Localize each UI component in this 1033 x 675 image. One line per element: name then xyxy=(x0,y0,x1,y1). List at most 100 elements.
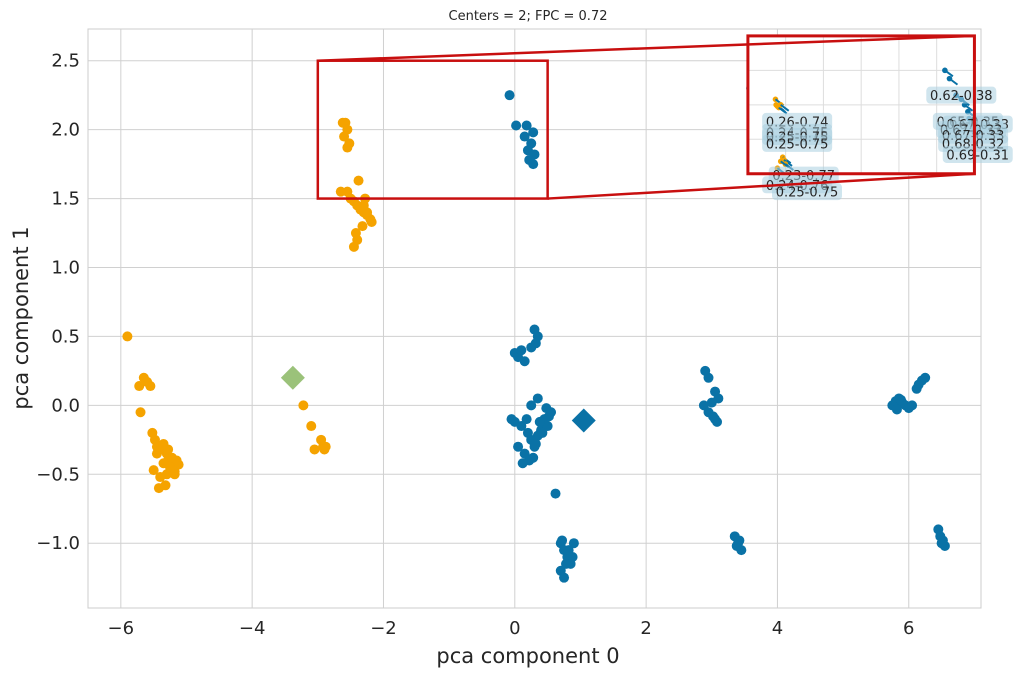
y-tick-label: −0.5 xyxy=(36,464,80,485)
annotation-arrow xyxy=(783,159,793,167)
data-point xyxy=(306,421,317,432)
x-tick-label: −2 xyxy=(370,618,397,639)
data-point xyxy=(357,221,368,232)
data-point xyxy=(145,381,156,392)
annotation-box xyxy=(771,183,842,201)
data-point xyxy=(568,538,579,549)
data-point xyxy=(511,120,522,131)
data-point xyxy=(706,397,717,408)
zoom-inset-box xyxy=(746,34,976,176)
cluster-center-marker xyxy=(280,365,305,390)
data-point xyxy=(352,234,363,245)
data-point xyxy=(298,400,309,411)
annotation-box xyxy=(926,86,997,104)
cluster-centers xyxy=(280,365,596,433)
y-axis-label: pca component 1 xyxy=(9,226,33,409)
data-point xyxy=(516,421,527,432)
data-point xyxy=(320,441,331,452)
data-point xyxy=(169,469,180,480)
x-tick-label: 0 xyxy=(509,618,520,639)
data-point xyxy=(532,393,543,404)
data-point xyxy=(339,131,350,142)
data-point xyxy=(122,331,133,342)
x-tick-label: 4 xyxy=(772,618,783,639)
data-point xyxy=(160,480,171,491)
data-point xyxy=(557,535,568,546)
data-point xyxy=(519,356,530,367)
annotation-label: 0.25-0.75 xyxy=(766,137,829,152)
data-point xyxy=(342,142,353,153)
zoom-source-box xyxy=(316,59,549,200)
x-tick-label: 2 xyxy=(640,618,651,639)
annotation-arrow xyxy=(944,69,954,78)
data-point xyxy=(309,444,320,455)
x-tick-labels: −6 −4 −2 0 2 4 6 xyxy=(108,618,915,639)
data-point xyxy=(542,421,553,432)
data-point xyxy=(534,416,545,427)
annotation-box xyxy=(942,145,1013,163)
data-point xyxy=(550,488,561,499)
annotation-label: 0.69-0.31 xyxy=(946,148,1009,163)
annotation-label: 0.62-0.38 xyxy=(930,89,993,104)
data-point xyxy=(151,448,162,459)
data-point xyxy=(528,127,539,138)
data-point xyxy=(530,438,541,449)
zoom-indicator xyxy=(316,34,976,200)
data-point xyxy=(567,551,578,562)
data-point xyxy=(920,372,931,383)
annotation-arrow xyxy=(780,104,790,112)
data-point xyxy=(545,407,556,418)
data-point xyxy=(173,459,184,470)
zoom-connector-line xyxy=(547,172,975,200)
data-point xyxy=(504,90,515,101)
data-point xyxy=(907,400,918,411)
y-tick-label: 1.0 xyxy=(51,257,80,278)
data-point xyxy=(703,372,714,383)
data-point xyxy=(710,414,721,425)
data-point xyxy=(362,207,373,218)
data-point xyxy=(519,131,530,142)
annotation-arrow xyxy=(963,104,974,112)
data-point xyxy=(516,345,527,356)
data-point xyxy=(734,535,745,546)
data-point xyxy=(895,394,906,405)
data-point xyxy=(526,342,537,353)
data-point xyxy=(148,465,159,476)
y-tick-label: 2.0 xyxy=(51,120,80,141)
zoom-connector-line xyxy=(317,34,975,62)
annotation-label: 0.25-0.75 xyxy=(776,186,839,201)
y-tick-label: 0.0 xyxy=(51,395,80,416)
y-tick-label: 0.5 xyxy=(51,326,80,347)
cluster-center-marker xyxy=(571,408,596,433)
data-point xyxy=(528,159,539,170)
data-point xyxy=(526,400,537,411)
data-point xyxy=(521,414,532,425)
annotation-arrow xyxy=(780,160,790,169)
data-point xyxy=(513,441,524,452)
x-axis-label: pca component 0 xyxy=(436,644,619,668)
y-tick-label: 2.5 xyxy=(51,51,80,72)
data-point xyxy=(163,444,174,455)
data-point xyxy=(939,540,950,551)
data-point xyxy=(521,120,532,131)
data-point xyxy=(158,458,169,469)
data-point xyxy=(911,383,922,394)
annotation-box xyxy=(762,134,833,152)
annotation-arrow xyxy=(948,77,959,86)
y-tick-labels: −1.0 −0.5 0.0 0.5 1.0 1.5 2.0 2.5 xyxy=(36,51,80,555)
data-point xyxy=(537,427,548,438)
annotation-arrow xyxy=(778,106,788,115)
data-point xyxy=(353,175,364,186)
y-tick-label: −1.0 xyxy=(36,533,80,554)
y-tick-label: 1.5 xyxy=(51,189,80,210)
x-tick-label: −4 xyxy=(239,618,266,639)
data-point xyxy=(891,404,902,415)
data-point xyxy=(528,452,539,463)
data-point xyxy=(517,458,528,469)
data-point xyxy=(135,407,146,418)
data-point xyxy=(561,558,572,569)
x-tick-label: −6 xyxy=(108,618,135,639)
data-point xyxy=(366,217,377,227)
data-point xyxy=(134,381,145,392)
